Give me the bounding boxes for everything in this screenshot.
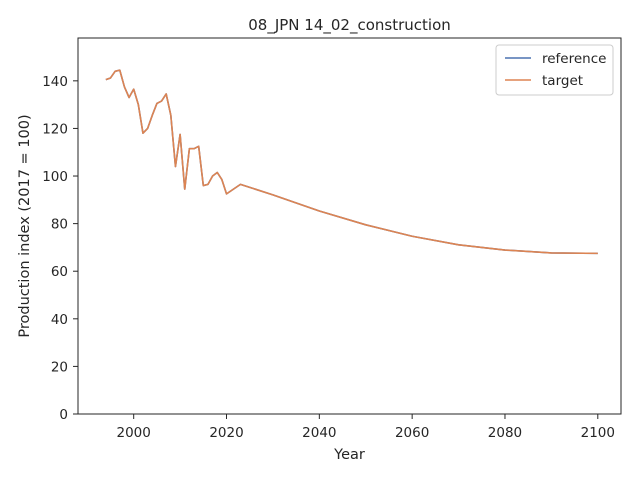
x-axis: 2000 2020 2040 2060 2080 2100 (117, 414, 615, 441)
y-tick-label-120: 120 (42, 121, 68, 137)
legend-label-reference: reference (542, 51, 606, 67)
x-tick-label-2080: 2080 (488, 425, 522, 441)
x-axis-label: Year (333, 447, 365, 463)
y-tick-label-40: 40 (51, 312, 68, 328)
y-tick-label-100: 100 (42, 169, 68, 185)
series-layer (105, 69, 598, 255)
y-tick-label-80: 80 (51, 217, 68, 233)
axes-frame (77, 37, 622, 415)
x-tick-label-2100: 2100 (581, 425, 615, 441)
y-tick-label-60: 60 (51, 264, 68, 280)
x-tick-label-2040: 2040 (302, 425, 336, 441)
chart-title: 08_JPN 14_02_construction (248, 16, 451, 35)
legend-label-target: target (542, 73, 583, 89)
y-tick-label-20: 20 (51, 359, 68, 375)
legend: reference target (495, 44, 614, 96)
x-tick-label-2020: 2020 (209, 425, 243, 441)
series-line-target (105, 69, 598, 255)
y-tick-label-0: 0 (59, 407, 68, 423)
x-tick-label-2060: 2060 (395, 425, 429, 441)
y-tick-label-140: 140 (42, 74, 68, 90)
y-axis: 0 20 40 60 80 100 120 140 (42, 74, 78, 423)
x-tick-label-2000: 2000 (117, 425, 151, 441)
y-axis-label: Production index (2017 = 100) (17, 114, 33, 337)
